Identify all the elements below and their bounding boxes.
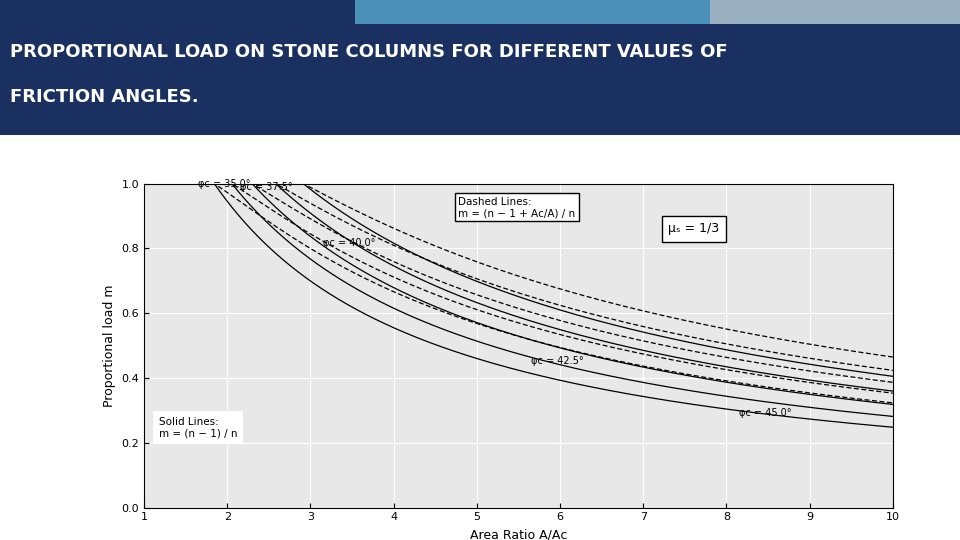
Y-axis label: Proportional load m: Proportional load m xyxy=(103,285,116,407)
Bar xyxy=(355,0,710,24)
Text: PROPORTIONAL LOAD ON STONE COLUMNS FOR DIFFERENT VALUES OF: PROPORTIONAL LOAD ON STONE COLUMNS FOR D… xyxy=(10,43,728,61)
Bar xyxy=(0,0,355,24)
Bar xyxy=(710,0,960,24)
Text: FRICTION ANGLES.: FRICTION ANGLES. xyxy=(10,87,198,106)
Text: Solid Lines:
m = (n − 1) / n: Solid Lines: m = (n − 1) / n xyxy=(159,417,237,438)
Text: φᴄ = 37.5°: φᴄ = 37.5° xyxy=(240,182,292,192)
Text: μₛ = 1/3: μₛ = 1/3 xyxy=(668,222,719,235)
Bar xyxy=(0,24,960,135)
Text: φᴄ = 42.5°: φᴄ = 42.5° xyxy=(531,355,584,366)
Text: φᴄ = 40.0°: φᴄ = 40.0° xyxy=(323,238,375,248)
X-axis label: Area Ratio A/Aᴄ: Area Ratio A/Aᴄ xyxy=(469,528,567,540)
Text: φᴄ = 45.0°: φᴄ = 45.0° xyxy=(739,408,791,417)
Text: Dashed Lines:
m = (n − 1 + Aᴄ/A) / n: Dashed Lines: m = (n − 1 + Aᴄ/A) / n xyxy=(459,197,576,218)
Text: φᴄ = 35.0°: φᴄ = 35.0° xyxy=(198,179,251,189)
